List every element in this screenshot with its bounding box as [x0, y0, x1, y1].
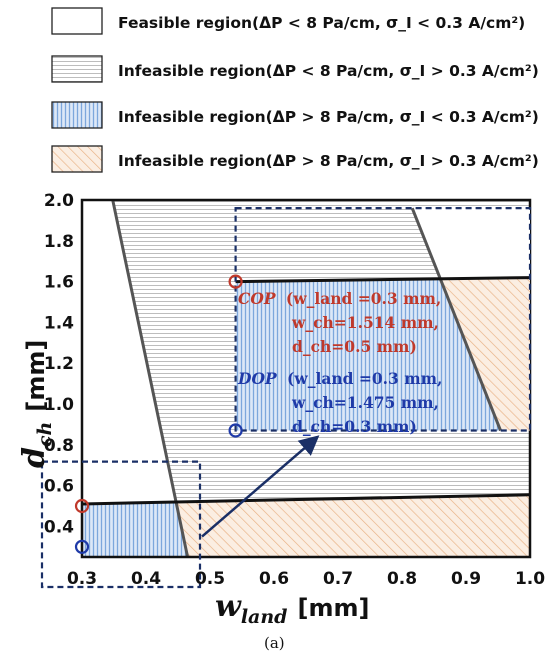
legend: Feasible region(ΔP < 8 Pa/cm, σ_I < 0.3 …	[51, 7, 539, 173]
legend-label-infeasible-both: Infeasible region(ΔP > 8 Pa/cm, σ_I > 0.…	[118, 152, 539, 170]
x-tick-label: 0.8	[387, 569, 417, 589]
x-tick-label: 0.9	[451, 569, 481, 589]
legend-label-infeasible-current: Infeasible region(ΔP < 8 Pa/cm, σ_I > 0.…	[118, 62, 539, 80]
x-tick-label: 0.4	[131, 569, 161, 589]
x-tick-label: 0.7	[323, 569, 353, 589]
boundary-current-density	[111, 199, 190, 558]
y-axis-unit: [mm]	[22, 340, 50, 412]
x-tick-label: 0.3	[67, 569, 97, 589]
inset-region-feasible	[412, 208, 530, 279]
legend-entry-feasible: Feasible region(ΔP < 8 Pa/cm, σ_I < 0.3 …	[51, 7, 525, 35]
x-tick-label: 0.6	[259, 569, 289, 589]
inset-region-infeasible-current	[235, 208, 441, 282]
legend-swatch-vertical	[51, 101, 103, 129]
dop-annotation: DOP (w_land =0.3 mm, w_ch=1.475 mm, d_ch…	[237, 369, 442, 436]
region-infeasible-pressure	[82, 502, 188, 557]
inset-boundary-pressure-drop	[235, 276, 531, 284]
inset-cop-marker	[228, 274, 243, 289]
y-tick-label: 1.2	[44, 354, 74, 374]
dop-marker	[74, 539, 90, 554]
y-axis-symbol: d	[17, 447, 52, 468]
cop-line3: d_ch=0.5 mm)	[292, 337, 417, 356]
y-tick-label: 0.6	[44, 477, 74, 497]
legend-label-infeasible-pressure: Infeasible region(ΔP > 8 Pa/cm, σ_I < 0.…	[118, 108, 539, 126]
cop-line2: w_ch=1.514 mm,	[291, 313, 439, 332]
boundary-pressure-drop	[81, 493, 531, 506]
x-tick-label: 0.5	[195, 569, 225, 589]
svg-text:DOP (w_land =0.3 mm,: DOP (w_land =0.3 mm,	[237, 369, 442, 388]
dop-line3: d_ch=0.3 mm)	[292, 417, 417, 436]
zoom-source-box	[40, 460, 202, 589]
dop-line2: w_ch=1.475 mm,	[291, 393, 439, 412]
legend-entry-infeasible-current: Infeasible region(ΔP < 8 Pa/cm, σ_I > 0.…	[51, 55, 539, 83]
x-axis-unit: [mm]	[297, 594, 369, 622]
y-axis-ticks: 0.4 0.6 0.8 1.0 1.2 1.4 1.6 1.8 2.0	[44, 191, 74, 537]
inset-region-infeasible-pressure	[235, 278, 501, 431]
inset	[228, 207, 532, 438]
y-tick-label: 1.4	[44, 313, 74, 333]
y-tick-label: 1.0	[44, 395, 74, 415]
svg-text:wland[mm]: wland [mm]	[215, 589, 369, 628]
y-tick-label: 0.4	[44, 517, 74, 537]
svg-text:dch[mm]: dch [mm]	[17, 340, 56, 468]
y-tick-label: 0.8	[44, 436, 74, 456]
cop-annotation: COP (w_land =0.3 mm, w_ch=1.514 mm, d_ch…	[238, 289, 441, 356]
inset-frame	[234, 207, 532, 432]
cop-line1: (w_land =0.3 mm,	[286, 289, 441, 308]
dop-line1: (w_land =0.3 mm,	[287, 369, 442, 388]
legend-label-feasible: Feasible region(ΔP < 8 Pa/cm, σ_I < 0.3 …	[118, 14, 525, 32]
region-infeasible-both	[176, 494, 530, 557]
y-axis-subscript: ch	[34, 422, 56, 447]
x-axis-subscript: land	[241, 606, 288, 628]
inset-region-infeasible-both	[440, 277, 530, 431]
inset-boundary-current-density	[410, 207, 502, 432]
legend-swatch-diagonal	[51, 145, 103, 173]
inset-dop-marker	[228, 423, 243, 438]
legend-entry-infeasible-both: Infeasible region(ΔP > 8 Pa/cm, σ_I > 0.…	[51, 145, 539, 173]
dop-label: DOP	[237, 369, 278, 388]
y-tick-label: 2.0	[44, 191, 74, 211]
y-tick-label: 1.6	[44, 273, 74, 293]
legend-swatch-horizontal	[51, 55, 103, 83]
y-tick-label: 1.8	[44, 232, 74, 252]
y-axis-title: dch [mm]	[17, 340, 56, 468]
x-axis-ticks: 0.3 0.4 0.5 0.6 0.7 0.8 0.9 1.0	[67, 569, 545, 589]
x-axis-title: wland [mm]	[215, 589, 369, 628]
zoom-arrow	[201, 435, 320, 538]
cop-label: COP	[238, 289, 277, 308]
figure-caption: (a)	[264, 634, 285, 652]
cop-marker	[74, 498, 90, 514]
x-tick-label: 1.0	[515, 569, 545, 589]
svg-text:COP (w_land =0.3 mm,: COP (w_land =0.3 mm,	[238, 289, 441, 308]
legend-entry-infeasible-pressure: Infeasible region(ΔP > 8 Pa/cm, σ_I < 0.…	[51, 101, 539, 129]
region-feasible	[82, 200, 177, 504]
legend-swatch-feasible	[51, 7, 103, 35]
x-axis-symbol: w	[215, 589, 242, 624]
